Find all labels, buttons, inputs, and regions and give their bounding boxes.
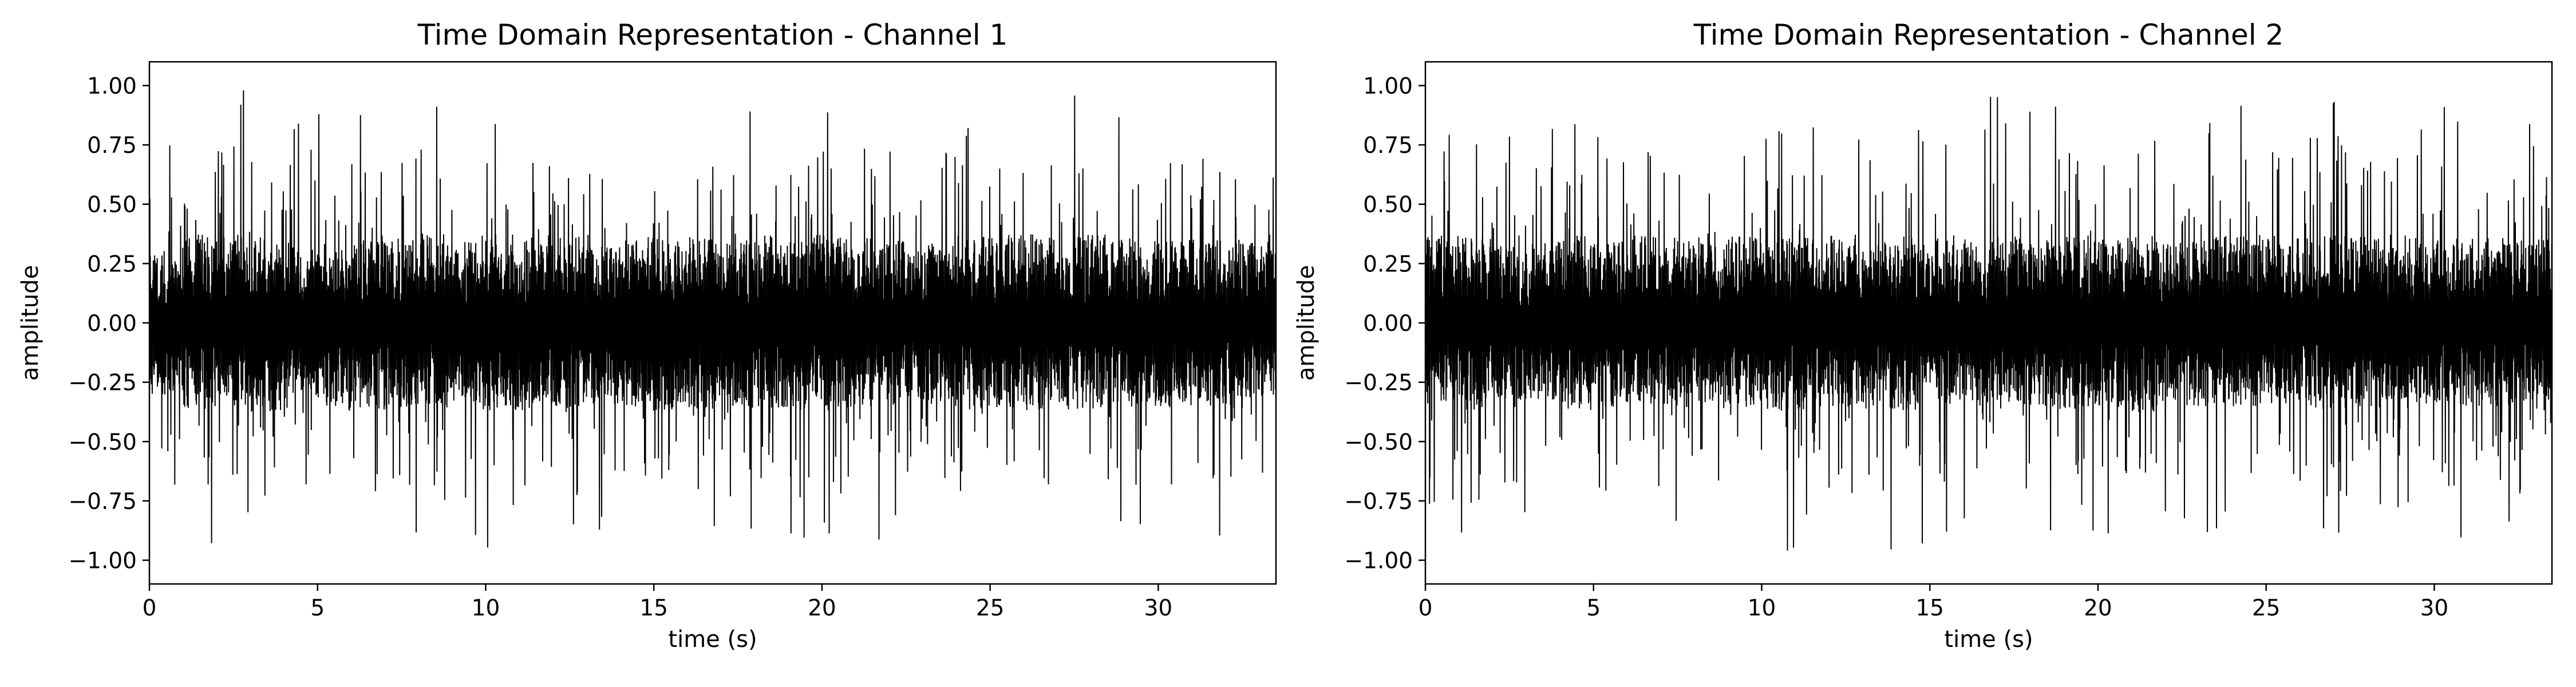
axis-ticks: 0 5 10 15 20 25 30 1.00 0.75 0.50 0.25 0.00 −0.25 −0.…: [1344, 73, 2448, 621]
x-axis-label: time (s): [1944, 626, 2033, 653]
axis-ticks: 0 5 10 15 20 25 30 1.00 0.75 0.50 0.25 0.00 −0.25 −0.…: [68, 73, 1172, 621]
chart-channel-1: Time Domain Representation - Channel 1 t…: [17, 18, 1277, 653]
chart-channel-2: Time Domain Representation - Channel 2 t…: [1293, 18, 2553, 653]
x-tick-label: 15: [639, 595, 668, 621]
y-tick-label: −1.00: [68, 548, 137, 574]
x-tick-label: 30: [2420, 595, 2449, 621]
y-tick-label: 1.00: [1363, 73, 1413, 99]
y-tick-label: 0.25: [1363, 251, 1413, 277]
y-tick-label: −0.50: [68, 429, 137, 455]
y-axis-label: amplitude: [17, 265, 44, 381]
x-tick-label: 20: [2084, 595, 2112, 621]
y-tick-label: 0.50: [87, 192, 137, 218]
y-tick-label: 0.75: [1363, 133, 1413, 159]
y-tick-label: 0.00: [1363, 311, 1413, 337]
axes-frame: [148, 61, 1277, 585]
y-tick-label: −1.00: [1344, 548, 1413, 574]
x-tick-label: 0: [1419, 595, 1433, 621]
x-tick-label: 0: [143, 595, 157, 621]
y-tick-label: −0.75: [68, 489, 137, 515]
y-tick-label: 1.00: [87, 73, 137, 99]
y-tick-label: −0.75: [1344, 489, 1413, 515]
x-tick-label: 25: [2252, 595, 2281, 621]
axes-frame: [1424, 61, 2553, 585]
y-tick-label: −0.25: [1344, 370, 1413, 396]
x-tick-label: 20: [808, 595, 836, 621]
x-tick-label: 5: [1586, 595, 1601, 621]
y-tick-label: 0.25: [87, 251, 137, 277]
waveform-series: [149, 90, 1276, 548]
y-tick-label: −0.50: [1344, 429, 1413, 455]
x-tick-label: 30: [1144, 595, 1173, 621]
x-tick-label: 25: [976, 595, 1005, 621]
y-tick-label: 0.00: [87, 311, 137, 337]
x-tick-label: 15: [1915, 595, 1944, 621]
y-tick-label: 0.50: [1363, 192, 1413, 218]
waveform-series: [1425, 97, 2552, 551]
chart-title: Time Domain Representation - Channel 2: [1693, 18, 2284, 52]
y-axis-label: amplitude: [1293, 265, 1319, 381]
x-tick-label: 10: [1748, 595, 1776, 621]
chart-title: Time Domain Representation - Channel 1: [417, 18, 1008, 52]
waveform-line: [1425, 97, 2552, 551]
y-tick-label: −0.25: [68, 370, 137, 396]
waveform-line: [149, 90, 1276, 548]
x-axis-label: time (s): [668, 626, 757, 653]
y-tick-label: 0.75: [87, 133, 137, 159]
x-tick-label: 5: [310, 595, 325, 621]
x-tick-label: 10: [472, 595, 500, 621]
